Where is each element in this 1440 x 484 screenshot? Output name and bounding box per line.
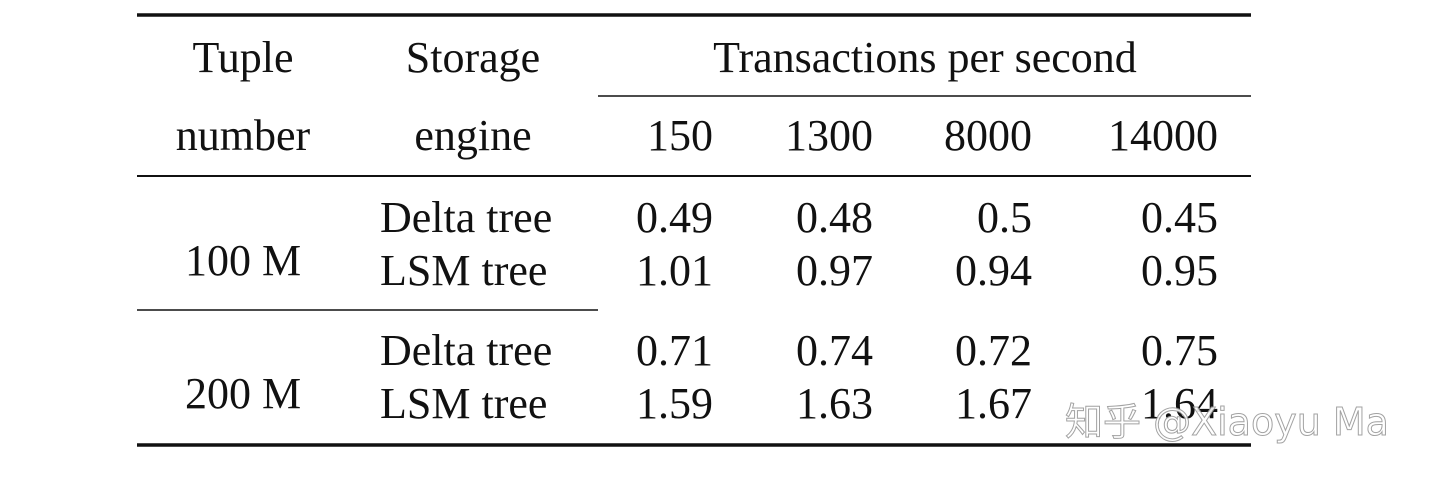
cell-value: 0.95 [1141,246,1218,295]
column-header: 1300 [785,111,873,160]
cell-value: 1.64 [1141,379,1218,428]
column-header: 14000 [1108,111,1218,160]
engine-name: Delta tree [380,193,552,242]
cell-value: 0.71 [636,326,713,375]
cell-value: 1.01 [636,246,713,295]
group-label: 100 M [185,236,301,285]
header-tps: Transactions per second [713,33,1137,82]
cell-value: 0.97 [796,246,873,295]
cell-value: 0.75 [1141,326,1218,375]
engine-name: Delta tree [380,326,552,375]
header-engine: engine [414,111,531,160]
engine-name: LSM tree [380,379,547,428]
header-tuple: Tuple [192,33,293,82]
watermark: 知乎 @Xiaoyu Ma [1065,400,1389,444]
cell-value: 0.74 [796,326,873,375]
cell-value: 0.48 [796,193,873,242]
cell-value: 0.49 [636,193,713,242]
group-label: 200 M [185,369,301,418]
cell-value: 0.94 [955,246,1032,295]
cell-value: 0.5 [977,193,1032,242]
cell-value: 0.72 [955,326,1032,375]
cell-value: 0.45 [1141,193,1218,242]
column-header: 150 [647,111,713,160]
cell-value: 1.59 [636,379,713,428]
header-engine: Storage [406,33,540,82]
cell-value: 1.63 [796,379,873,428]
cell-value: 1.67 [955,379,1032,428]
engine-name: LSM tree [380,246,547,295]
column-header: 8000 [944,111,1032,160]
header-tuple: number [176,111,311,160]
